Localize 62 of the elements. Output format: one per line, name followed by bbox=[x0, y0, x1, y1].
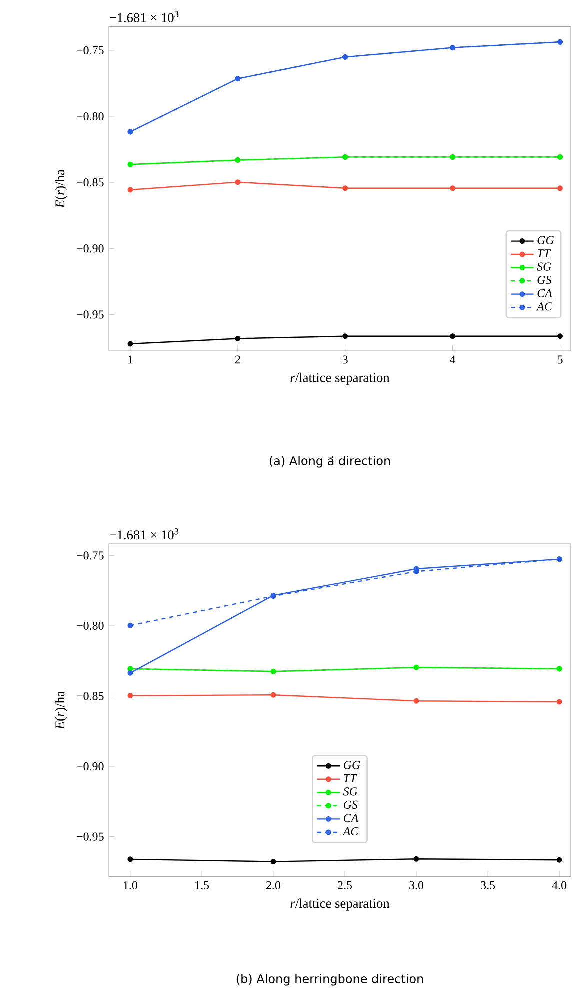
x-tick-label: 1.5 bbox=[196, 881, 210, 890]
legend-label: GS bbox=[538, 276, 552, 284]
legend-label: CA bbox=[538, 289, 552, 298]
point bbox=[270, 692, 276, 698]
point bbox=[414, 856, 420, 862]
point bbox=[235, 336, 241, 342]
point bbox=[556, 699, 562, 705]
point bbox=[128, 693, 134, 699]
y-tick-label: −0.95 bbox=[77, 832, 104, 841]
text: (b) Along herringbone direction bbox=[236, 974, 424, 986]
point bbox=[270, 859, 276, 865]
y-tick-label: −0.90 bbox=[77, 244, 104, 253]
y-tick-label: −0.85 bbox=[77, 178, 104, 187]
point bbox=[450, 334, 456, 340]
y-tick-label: −0.80 bbox=[77, 112, 104, 121]
legend-label: TT bbox=[344, 774, 358, 782]
legend-label: AC bbox=[342, 827, 359, 836]
point bbox=[558, 186, 563, 192]
point bbox=[235, 180, 241, 186]
point bbox=[556, 857, 562, 863]
x-tick-label: 4 bbox=[450, 356, 456, 364]
point bbox=[128, 187, 134, 193]
legend-label: SG bbox=[537, 262, 552, 271]
legend-label: TT bbox=[538, 250, 552, 258]
legend-label: SG bbox=[343, 788, 358, 796]
point bbox=[342, 334, 348, 340]
point bbox=[450, 186, 456, 192]
x-tick-label: 5 bbox=[558, 356, 563, 364]
point bbox=[128, 670, 134, 676]
y-axis-title: E(r)/ha bbox=[55, 691, 68, 730]
point bbox=[128, 341, 134, 347]
point bbox=[342, 186, 348, 192]
x-tick-label: 2.0 bbox=[266, 881, 281, 890]
point bbox=[128, 856, 134, 862]
legend-label: CA bbox=[344, 814, 359, 822]
x-tick-label: 1 bbox=[128, 356, 133, 364]
text: (a) Along a⃗ direction bbox=[270, 456, 390, 468]
x-tick-label: 4.0 bbox=[552, 881, 567, 890]
point bbox=[414, 698, 420, 704]
x-tick-label: 3 bbox=[342, 356, 348, 364]
x-axis-title: r/lattice separation bbox=[290, 372, 390, 386]
y-tick-label: −0.75 bbox=[77, 552, 104, 560]
text: −1.681 × 10$^{3}$ bbox=[110, 528, 179, 540]
y-tick-label: −0.75 bbox=[77, 46, 104, 55]
x-tick-label: 3.5 bbox=[481, 881, 496, 890]
y-tick-label: −0.95 bbox=[77, 310, 104, 319]
legend-label: GS bbox=[344, 800, 358, 810]
point bbox=[558, 334, 563, 340]
x-tick-label: 1.0 bbox=[124, 881, 138, 890]
x-axis-title: r/lattice separation bbox=[290, 898, 390, 911]
legend-label: GG bbox=[538, 236, 554, 244]
x-tick-label: 3.0 bbox=[410, 881, 424, 890]
point bbox=[128, 622, 134, 628]
legend-label: AC bbox=[536, 302, 553, 311]
text: −1.681 × 10$^{3}$ bbox=[110, 11, 179, 22]
x-tick-label: 2 bbox=[235, 356, 240, 364]
x-tick-label: 2.5 bbox=[338, 881, 352, 890]
y-axis-title: E(r)/ha bbox=[55, 170, 68, 208]
y-tick-label: −0.90 bbox=[77, 762, 104, 771]
y-tick-label: −0.85 bbox=[77, 692, 104, 700]
legend-label: GG bbox=[344, 761, 360, 770]
y-tick-label: −0.80 bbox=[77, 622, 104, 630]
